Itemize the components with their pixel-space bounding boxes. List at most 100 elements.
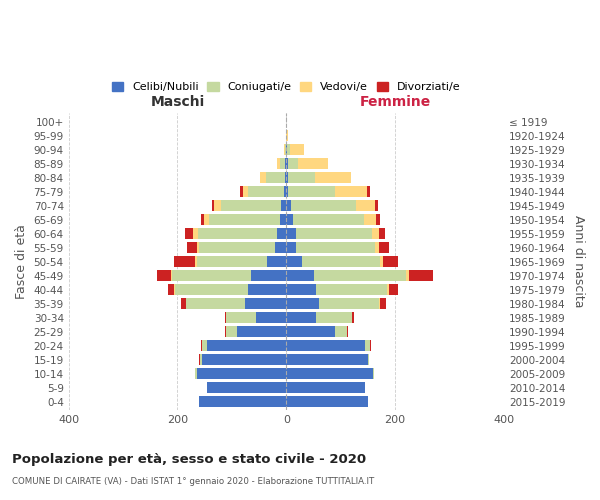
Bar xyxy=(302,256,380,268)
Bar xyxy=(199,242,275,254)
Bar xyxy=(286,228,296,239)
Bar xyxy=(316,284,387,296)
Bar xyxy=(208,340,286,351)
Bar xyxy=(266,172,284,184)
Bar xyxy=(201,214,203,226)
Bar xyxy=(290,144,304,156)
Bar xyxy=(197,242,199,254)
Bar xyxy=(221,200,281,211)
Bar xyxy=(286,284,316,296)
Bar xyxy=(187,242,197,254)
Bar xyxy=(195,256,197,268)
Bar xyxy=(370,340,371,351)
Bar xyxy=(284,172,286,184)
Bar xyxy=(364,214,376,226)
Bar xyxy=(226,312,256,324)
Bar xyxy=(286,144,287,156)
Legend: Celibi/Nubili, Coniugati/e, Vedovi/e, Divorziati/e: Celibi/Nubili, Coniugati/e, Vedovi/e, Di… xyxy=(107,78,465,96)
Bar xyxy=(335,186,367,198)
Bar xyxy=(171,270,172,281)
Bar xyxy=(286,368,373,380)
Bar xyxy=(335,326,347,338)
Bar xyxy=(289,186,335,198)
Bar xyxy=(287,144,290,156)
Bar xyxy=(286,130,288,141)
Bar xyxy=(196,368,197,380)
Bar xyxy=(181,298,185,310)
Bar xyxy=(260,172,266,184)
Bar xyxy=(286,214,293,226)
Bar xyxy=(296,228,372,239)
Bar xyxy=(208,382,286,394)
Bar xyxy=(286,270,314,281)
Bar xyxy=(315,172,350,184)
Bar xyxy=(212,200,214,211)
Bar xyxy=(175,284,248,296)
Bar xyxy=(387,284,389,296)
Bar xyxy=(293,214,364,226)
Bar xyxy=(406,270,409,281)
Bar xyxy=(356,200,375,211)
Text: Femmine: Femmine xyxy=(359,95,431,109)
Bar xyxy=(277,158,280,170)
Bar xyxy=(197,228,277,239)
Bar xyxy=(281,200,286,211)
Bar xyxy=(238,326,286,338)
Bar xyxy=(209,214,280,226)
Bar xyxy=(286,256,302,268)
Bar xyxy=(157,270,171,281)
Bar xyxy=(319,298,379,310)
Bar xyxy=(373,368,374,380)
Bar xyxy=(284,186,286,198)
Bar xyxy=(367,186,370,198)
Bar xyxy=(286,354,368,366)
Bar xyxy=(286,340,365,351)
Bar xyxy=(280,214,286,226)
Bar xyxy=(372,228,379,239)
Bar xyxy=(193,228,197,239)
Bar xyxy=(248,186,284,198)
Bar xyxy=(379,228,385,239)
Bar xyxy=(275,242,286,254)
Bar xyxy=(375,242,379,254)
Bar xyxy=(284,144,286,156)
Bar xyxy=(314,270,406,281)
Bar xyxy=(286,158,288,170)
Bar xyxy=(290,200,356,211)
Bar xyxy=(267,256,286,268)
Bar xyxy=(288,158,298,170)
Bar xyxy=(286,326,335,338)
Bar xyxy=(240,186,243,198)
Bar xyxy=(365,340,370,351)
Bar xyxy=(185,298,245,310)
Bar xyxy=(383,256,398,268)
Bar xyxy=(368,354,369,366)
Bar xyxy=(200,354,202,366)
Bar xyxy=(172,270,251,281)
Bar xyxy=(286,396,368,407)
Y-axis label: Fasce di età: Fasce di età xyxy=(15,224,28,299)
Text: Maschi: Maschi xyxy=(151,95,205,109)
Bar xyxy=(286,172,288,184)
Bar xyxy=(296,242,375,254)
Bar xyxy=(380,256,383,268)
Bar xyxy=(389,284,398,296)
Bar xyxy=(199,396,286,407)
Bar xyxy=(226,326,238,338)
Bar xyxy=(347,326,349,338)
Bar xyxy=(202,340,208,351)
Bar xyxy=(203,214,209,226)
Bar xyxy=(251,270,286,281)
Bar xyxy=(379,242,389,254)
Bar xyxy=(376,214,380,226)
Bar xyxy=(243,186,248,198)
Bar xyxy=(316,312,352,324)
Bar xyxy=(280,158,285,170)
Bar xyxy=(277,228,286,239)
Bar xyxy=(185,228,193,239)
Bar xyxy=(352,312,355,324)
Y-axis label: Anni di nascita: Anni di nascita xyxy=(572,216,585,308)
Bar xyxy=(167,284,174,296)
Bar xyxy=(286,382,365,394)
Bar xyxy=(199,354,200,366)
